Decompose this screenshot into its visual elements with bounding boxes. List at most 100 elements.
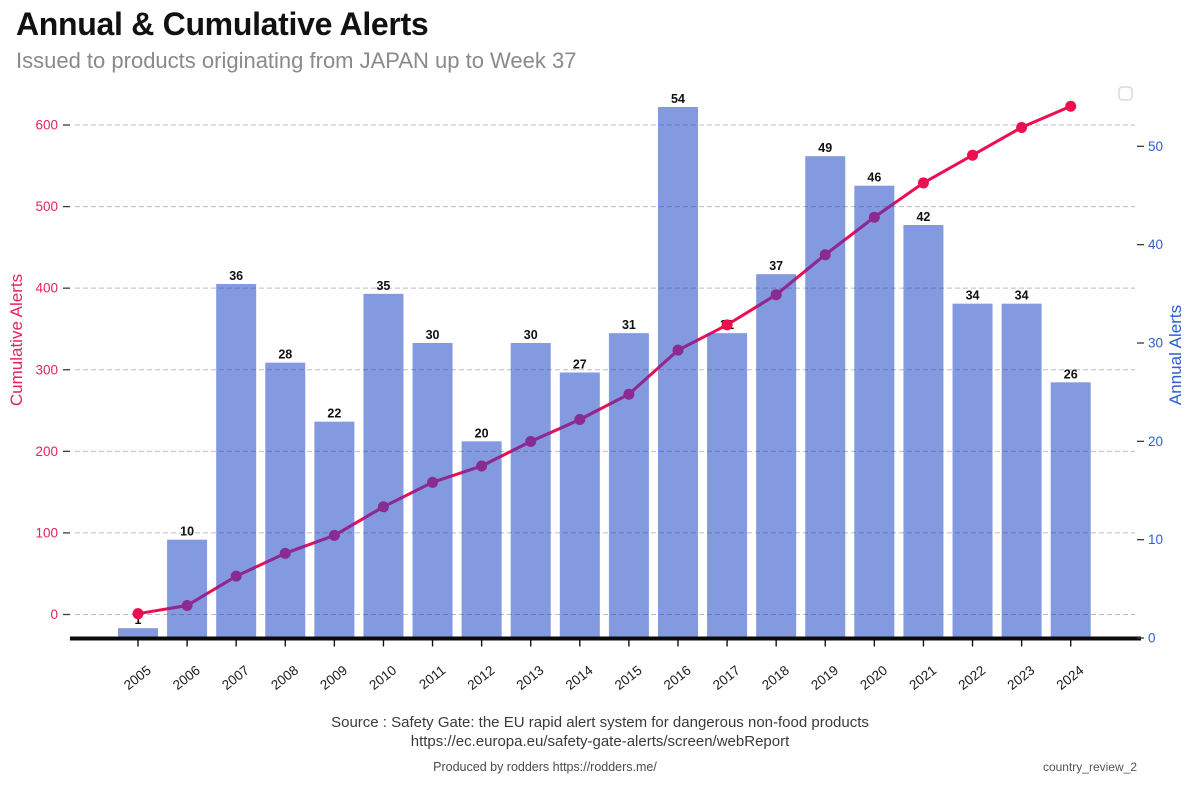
bar-label-2013: 30 <box>524 328 538 342</box>
right-tick-label-20: 20 <box>1148 434 1163 449</box>
left-tick-label-400: 400 <box>35 281 58 296</box>
bar-2013[interactable] <box>510 343 551 638</box>
x-tick-label-2011: 2011 <box>416 663 448 693</box>
bar-2023[interactable] <box>1001 303 1042 638</box>
source-url: https://ec.europa.eu/safety-gate-alerts/… <box>410 733 790 750</box>
marker-2005[interactable] <box>132 608 144 620</box>
bar-label-2009: 22 <box>327 407 341 421</box>
x-tick-label-2007: 2007 <box>219 663 252 693</box>
marker-2021[interactable] <box>917 177 929 189</box>
x-tick-label-2022: 2022 <box>955 663 988 693</box>
marker-2008[interactable] <box>279 547 291 559</box>
marker-2018[interactable] <box>770 289 782 301</box>
bar-label-2012: 20 <box>475 426 489 440</box>
bar-2018[interactable] <box>756 274 797 638</box>
left-tick-label-200: 200 <box>35 444 58 459</box>
x-tick-label-2016: 2016 <box>661 663 694 693</box>
x-tick-label-2017: 2017 <box>710 663 743 693</box>
x-axis-line <box>70 636 1141 641</box>
bar-2005[interactable] <box>118 628 158 638</box>
x-tick-label-2019: 2019 <box>808 663 841 693</box>
x-tick-label-2023: 2023 <box>1005 663 1038 693</box>
x-tick-label-2024: 2024 <box>1054 662 1087 693</box>
legend-box[interactable] <box>1118 86 1133 101</box>
bar-2009[interactable] <box>314 421 355 638</box>
bar-2020[interactable] <box>854 185 895 638</box>
marker-2015[interactable] <box>623 388 635 400</box>
left-tick-label-600: 600 <box>35 118 58 133</box>
marker-2011[interactable] <box>427 476 439 488</box>
page-subtitle: Issued to products originating from JAPA… <box>16 48 577 73</box>
bar-label-2022: 34 <box>966 289 980 303</box>
marker-2022[interactable] <box>967 149 979 161</box>
x-tick-label-2018: 2018 <box>759 663 792 693</box>
marker-2014[interactable] <box>574 414 586 426</box>
bar-2019[interactable] <box>805 156 846 638</box>
bar-2015[interactable] <box>608 333 649 638</box>
bar-2012[interactable] <box>461 441 502 638</box>
bar-2008[interactable] <box>265 362 306 638</box>
bar-2006[interactable] <box>167 539 208 638</box>
x-tick-label-2008: 2008 <box>268 663 301 693</box>
bar-2022[interactable] <box>952 303 993 638</box>
bar-label-2008: 28 <box>278 348 292 362</box>
bar-label-2014: 27 <box>573 358 587 372</box>
left-tick-label-500: 500 <box>35 199 58 214</box>
left-tick-label-100: 100 <box>35 525 58 540</box>
bar-2010[interactable] <box>363 293 404 638</box>
bar-label-2016: 54 <box>671 92 685 106</box>
marker-2019[interactable] <box>819 249 831 261</box>
produced-by-credit: Produced by rodders https://rodders.me/ <box>433 760 657 774</box>
right-tick-label-40: 40 <box>1148 237 1163 252</box>
page-title: Annual & Cumulative Alerts <box>16 6 429 42</box>
left-tick-label-300: 300 <box>35 362 58 377</box>
bar-label-2018: 37 <box>769 259 783 273</box>
marker-2007[interactable] <box>230 570 242 582</box>
bar-label-2023: 34 <box>1015 289 1029 303</box>
left-tick-label-0: 0 <box>50 607 58 622</box>
x-tick-label-2014: 2014 <box>563 662 596 693</box>
bar-label-2024: 26 <box>1064 367 1078 381</box>
marker-2016[interactable] <box>672 344 684 356</box>
report-file-label: country_review_2 <box>1042 760 1137 774</box>
marker-2023[interactable] <box>1016 121 1028 133</box>
marker-2009[interactable] <box>328 529 340 541</box>
right-tick-label-50: 50 <box>1148 139 1163 154</box>
bar-label-2006: 10 <box>180 525 194 539</box>
marker-2020[interactable] <box>868 211 880 223</box>
x-tick-label-2010: 2010 <box>366 663 399 693</box>
source-text-line1: Source : Safety Gate: the EU rapid alert… <box>331 714 869 731</box>
x-tick-label-2006: 2006 <box>170 663 203 693</box>
x-tick-label-2020: 2020 <box>857 663 890 693</box>
right-axis-title: Annual Alerts <box>1166 305 1185 405</box>
x-tick-label-2012: 2012 <box>465 663 498 693</box>
x-tick-label-2005: 2005 <box>121 663 154 693</box>
bar-label-2021: 42 <box>916 210 930 224</box>
bar-label-2007: 36 <box>229 269 243 283</box>
x-tick-label-2021: 2021 <box>906 663 939 693</box>
right-tick-label-30: 30 <box>1148 336 1163 351</box>
marker-2017[interactable] <box>721 319 733 331</box>
x-tick-label-2015: 2015 <box>612 663 645 693</box>
bar-label-2015: 31 <box>622 318 636 332</box>
bar-2021[interactable] <box>903 225 944 638</box>
marker-2013[interactable] <box>525 436 537 448</box>
marker-2012[interactable] <box>476 460 488 472</box>
right-tick-label-0: 0 <box>1148 631 1156 646</box>
bar-label-2020: 46 <box>867 171 881 185</box>
bar-2017[interactable] <box>707 333 748 638</box>
bar-2016[interactable] <box>657 107 698 638</box>
bar-label-2011: 30 <box>426 328 440 342</box>
marker-2010[interactable] <box>377 501 389 513</box>
bar-label-2010: 35 <box>376 279 390 293</box>
bar-2024[interactable] <box>1050 382 1091 638</box>
marker-2006[interactable] <box>181 600 193 612</box>
left-axis-title: Cumulative Alerts <box>7 274 26 406</box>
x-tick-label-2009: 2009 <box>317 663 350 693</box>
right-tick-label-10: 10 <box>1148 532 1163 547</box>
bar-label-2019: 49 <box>818 141 832 155</box>
marker-2024[interactable] <box>1065 100 1077 112</box>
x-tick-label-2013: 2013 <box>514 663 547 693</box>
bar-label-2005: 1 <box>135 613 142 627</box>
